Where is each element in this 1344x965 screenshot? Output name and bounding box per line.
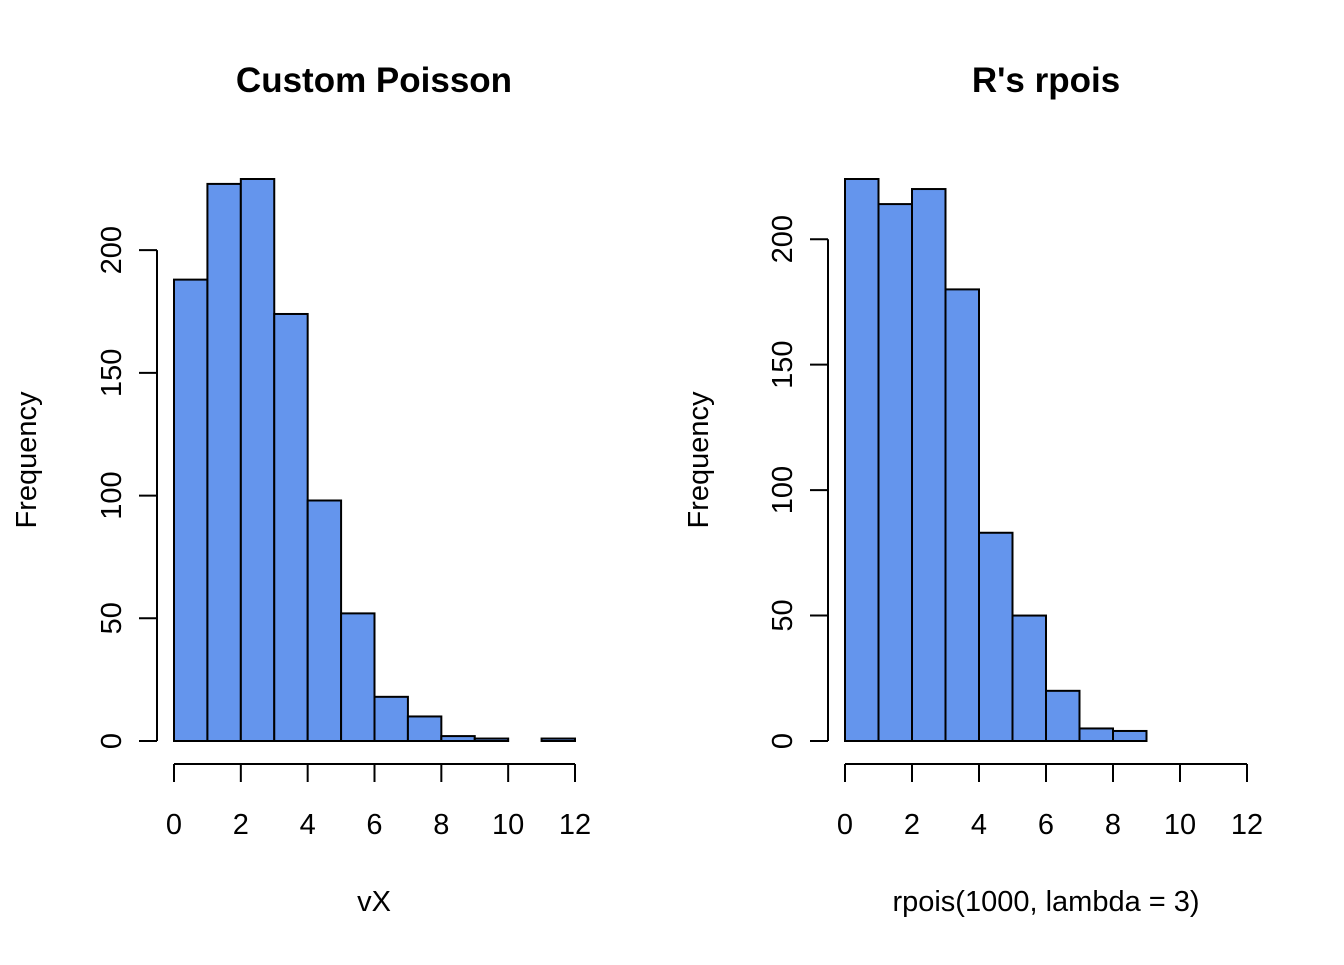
- x-tick-label: 12: [1231, 809, 1263, 841]
- histogram-bar: [206, 182, 242, 742]
- x-tick-label: 4: [971, 809, 987, 841]
- y-tick-label: 100: [767, 466, 799, 514]
- x-tick-label: 8: [1105, 809, 1121, 841]
- histogram-bar: [273, 312, 309, 742]
- x-tick-label: 6: [366, 809, 382, 841]
- axes: 0 50 100 150 200 0 2 4 6 8 10 12: [96, 226, 591, 841]
- y-axis-label: Frequency: [11, 391, 43, 529]
- y-tick-label: 0: [96, 733, 128, 749]
- y-axis-label: Frequency: [683, 391, 715, 529]
- histogram-bar: [1078, 727, 1114, 743]
- y-tick-label: 150: [767, 340, 799, 388]
- y-tick-label: 200: [767, 215, 799, 263]
- histogram-bar: [877, 203, 913, 742]
- x-tick-label: 0: [166, 809, 182, 841]
- x-tick-label: 2: [233, 809, 249, 841]
- y-tick-label: 0: [767, 733, 799, 749]
- x-axis-label: vX: [357, 886, 391, 918]
- y-tick-label: 50: [767, 599, 799, 631]
- chart-title: R's rpois: [972, 61, 1120, 100]
- histogram-bar: [440, 735, 476, 742]
- x-tick-label: 4: [300, 809, 316, 841]
- y-tick-label: 100: [96, 471, 128, 519]
- histogram-bar: [844, 178, 880, 742]
- x-tick-label: 0: [837, 809, 853, 841]
- x-tick-label: 6: [1038, 809, 1054, 841]
- histogram-bar: [239, 178, 276, 742]
- histogram-bar: [540, 737, 576, 742]
- bars: [173, 178, 576, 742]
- histogram-bar: [1045, 689, 1081, 742]
- panel-r-rpois: R's rpois rpois(1000, lambda = 3) Freque…: [683, 61, 1263, 918]
- histogram-bar: [340, 612, 376, 742]
- histogram-bar: [911, 188, 947, 743]
- histogram-bar: [306, 499, 343, 742]
- x-axis-label: rpois(1000, lambda = 3): [892, 886, 1199, 918]
- histogram-bar: [406, 715, 443, 742]
- bars: [844, 178, 1148, 743]
- histogram-bar: [1011, 614, 1047, 743]
- chart-title: Custom Poisson: [236, 61, 512, 100]
- histogram-bar: [473, 737, 510, 742]
- x-tick-label: 10: [1164, 809, 1196, 841]
- x-tick-label: 2: [904, 809, 920, 841]
- y-tick-label: 50: [96, 602, 128, 634]
- y-tick-label: 150: [96, 349, 128, 397]
- histogram-bar: [173, 278, 209, 742]
- histogram-bar: [1112, 729, 1148, 743]
- histogram-bar: [978, 531, 1014, 742]
- histogram-bar: [944, 288, 980, 742]
- histogram-bar: [373, 695, 409, 742]
- axes: 0 50 100 150 200 0 2 4 6 8 10 12: [767, 215, 1263, 841]
- panel-custom-poisson: Custom Poisson vX Frequency 050100150200…: [11, 61, 591, 918]
- x-tick-label: 8: [433, 809, 449, 841]
- x-tick-label: 10: [492, 809, 524, 841]
- y-tick-label: 200: [96, 226, 128, 274]
- x-tick-label: 12: [559, 809, 591, 841]
